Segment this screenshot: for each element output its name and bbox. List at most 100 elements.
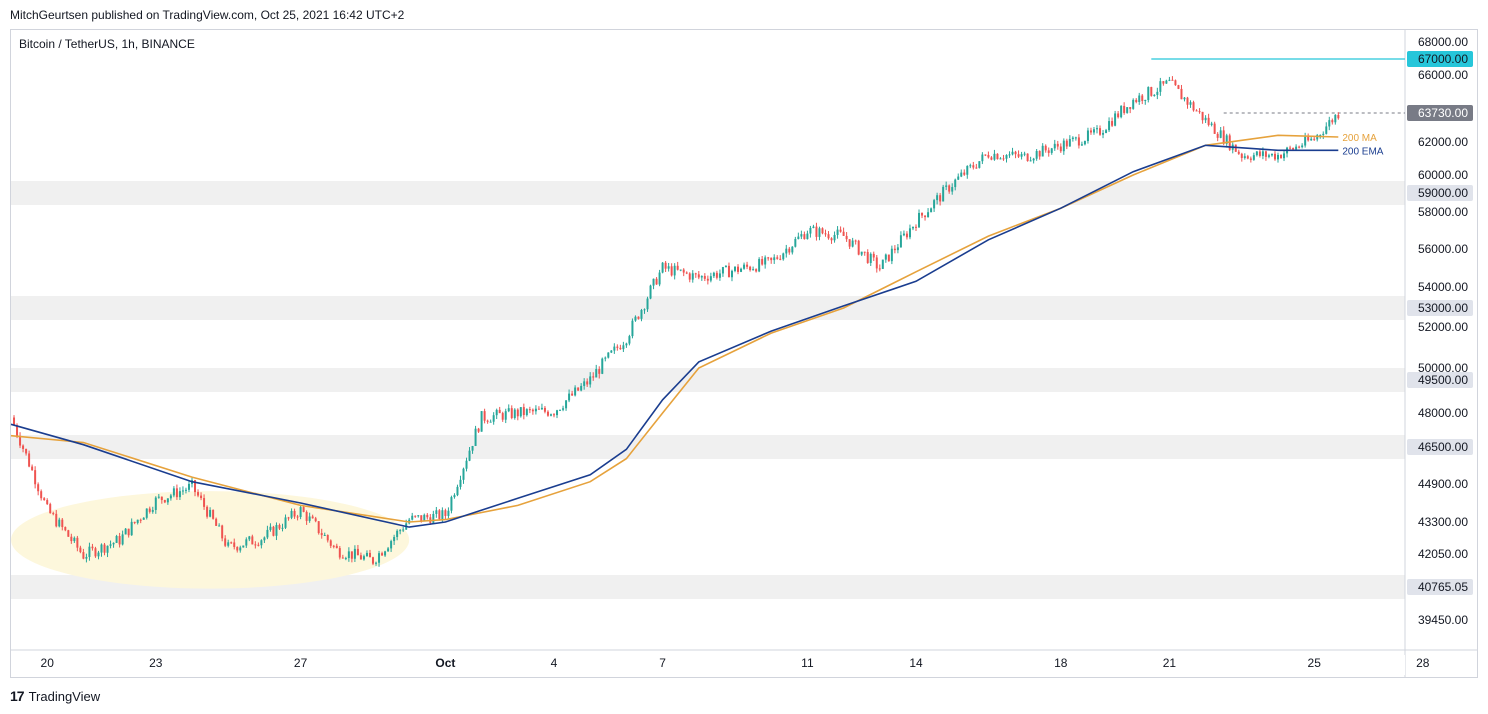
candle-body-57 <box>184 489 187 491</box>
candle-body-51 <box>166 498 169 503</box>
candle-body-438 <box>1334 114 1337 123</box>
candle-body-242 <box>743 264 746 269</box>
series-line-1 <box>10 144 1339 528</box>
candle-body-291 <box>890 248 893 262</box>
candle-body-243 <box>746 264 749 267</box>
candle-body-170 <box>525 409 528 416</box>
candle-body-398 <box>1213 123 1216 134</box>
candle-body-116 <box>362 556 365 560</box>
candle-body-298 <box>911 226 914 229</box>
candle-body-91 <box>287 517 290 519</box>
candle-body-287 <box>878 268 881 270</box>
candle-body-107 <box>335 545 338 549</box>
candle-body-15 <box>58 519 61 527</box>
x-tick-3: Oct <box>435 656 455 670</box>
candle-body-256 <box>785 248 788 254</box>
candle-body-210 <box>646 298 649 310</box>
candle-body-47 <box>154 497 157 510</box>
candle-body-359 <box>1096 128 1098 130</box>
candle-body-146 <box>453 495 456 498</box>
candle-body-68 <box>218 525 221 527</box>
candle-body-105 <box>329 540 332 546</box>
candle-body-260 <box>797 236 800 240</box>
candle-body-231 <box>709 276 712 281</box>
candle-body-416 <box>1267 155 1270 157</box>
candle-body-290 <box>887 254 890 262</box>
candle-body-104 <box>326 535 329 541</box>
candle-body-412 <box>1255 151 1258 156</box>
candle-body-155 <box>480 411 483 432</box>
candle-body-28 <box>97 552 100 557</box>
candle-body-158 <box>489 421 492 423</box>
series-line-0 <box>10 134 1339 523</box>
candle-body-119 <box>372 557 374 564</box>
candle-body-29 <box>100 544 103 553</box>
candle-body-166 <box>513 409 516 418</box>
candle-body-9 <box>40 491 43 499</box>
candle-body-379 <box>1156 91 1159 95</box>
x-tick-11: 28 <box>1416 656 1430 670</box>
candle-body-164 <box>507 408 510 412</box>
candle-body-254 <box>779 258 782 260</box>
candle-body-63 <box>203 498 206 507</box>
x-tick-5: 7 <box>659 656 666 670</box>
candle-body-13 <box>52 513 55 515</box>
y-tick-4: 58000.00 <box>1418 205 1468 219</box>
candle-body-347 <box>1059 146 1062 152</box>
candle-body-55 <box>178 491 181 498</box>
candle-body-188 <box>580 385 583 391</box>
candle-body-373 <box>1138 95 1141 103</box>
candle-body-20 <box>73 537 76 542</box>
candle-body-369 <box>1126 107 1129 113</box>
candle-body-115 <box>359 555 362 560</box>
candle-body-12 <box>49 504 52 514</box>
candle-body-372 <box>1135 99 1138 103</box>
candle-body-204 <box>628 336 631 344</box>
candle-body-103 <box>323 535 326 537</box>
candle-body-273 <box>836 229 839 235</box>
candle-body-253 <box>776 257 779 259</box>
candle-body-431 <box>1313 138 1316 140</box>
candle-body-67 <box>215 518 218 526</box>
candle-body-83 <box>263 537 266 541</box>
footer-brand[interactable]: TradingView <box>28 688 101 704</box>
candle-body-399 <box>1216 133 1219 138</box>
candle-body-393 <box>1198 111 1201 113</box>
candle-body-275 <box>842 231 845 236</box>
candle-body-226 <box>694 273 697 275</box>
candle-body-333 <box>1017 154 1020 157</box>
candle-body-176 <box>543 407 546 412</box>
candle-body-24 <box>85 556 88 559</box>
candle-body-285 <box>872 253 875 258</box>
candle-body-436 <box>1328 120 1331 127</box>
candle-body-16 <box>61 519 64 528</box>
candle-body-388 <box>1183 97 1186 100</box>
candle-body-329 <box>1005 155 1008 159</box>
candle-body-319 <box>975 167 978 169</box>
candle-body-99 <box>311 516 314 519</box>
candle-body-343 <box>1047 150 1050 153</box>
candle-body-299 <box>915 226 917 228</box>
price-tag-6: 40765.05 <box>1418 580 1468 594</box>
candle-body-308 <box>942 186 945 202</box>
candle-body-6 <box>31 466 34 471</box>
candle-body-262 <box>803 234 806 240</box>
candle-body-355 <box>1083 141 1086 145</box>
candle-body-286 <box>875 257 878 269</box>
candle-body-109 <box>341 557 344 559</box>
candle-body-339 <box>1035 151 1038 159</box>
candle-body-218 <box>670 266 673 276</box>
candle-body-268 <box>821 228 824 234</box>
candle-body-18 <box>67 530 70 537</box>
candle-body-128 <box>399 530 402 532</box>
candle-body-45 <box>148 508 151 512</box>
y-tick-2: 62000.00 <box>1418 135 1468 149</box>
x-tick-7: 14 <box>909 656 923 670</box>
candle-body-152 <box>471 445 474 451</box>
candle-body-217 <box>667 266 670 269</box>
candle-body-314 <box>960 172 963 177</box>
candle-body-87 <box>275 525 278 536</box>
candle-body-411 <box>1252 155 1255 160</box>
candle-body-100 <box>314 518 317 522</box>
